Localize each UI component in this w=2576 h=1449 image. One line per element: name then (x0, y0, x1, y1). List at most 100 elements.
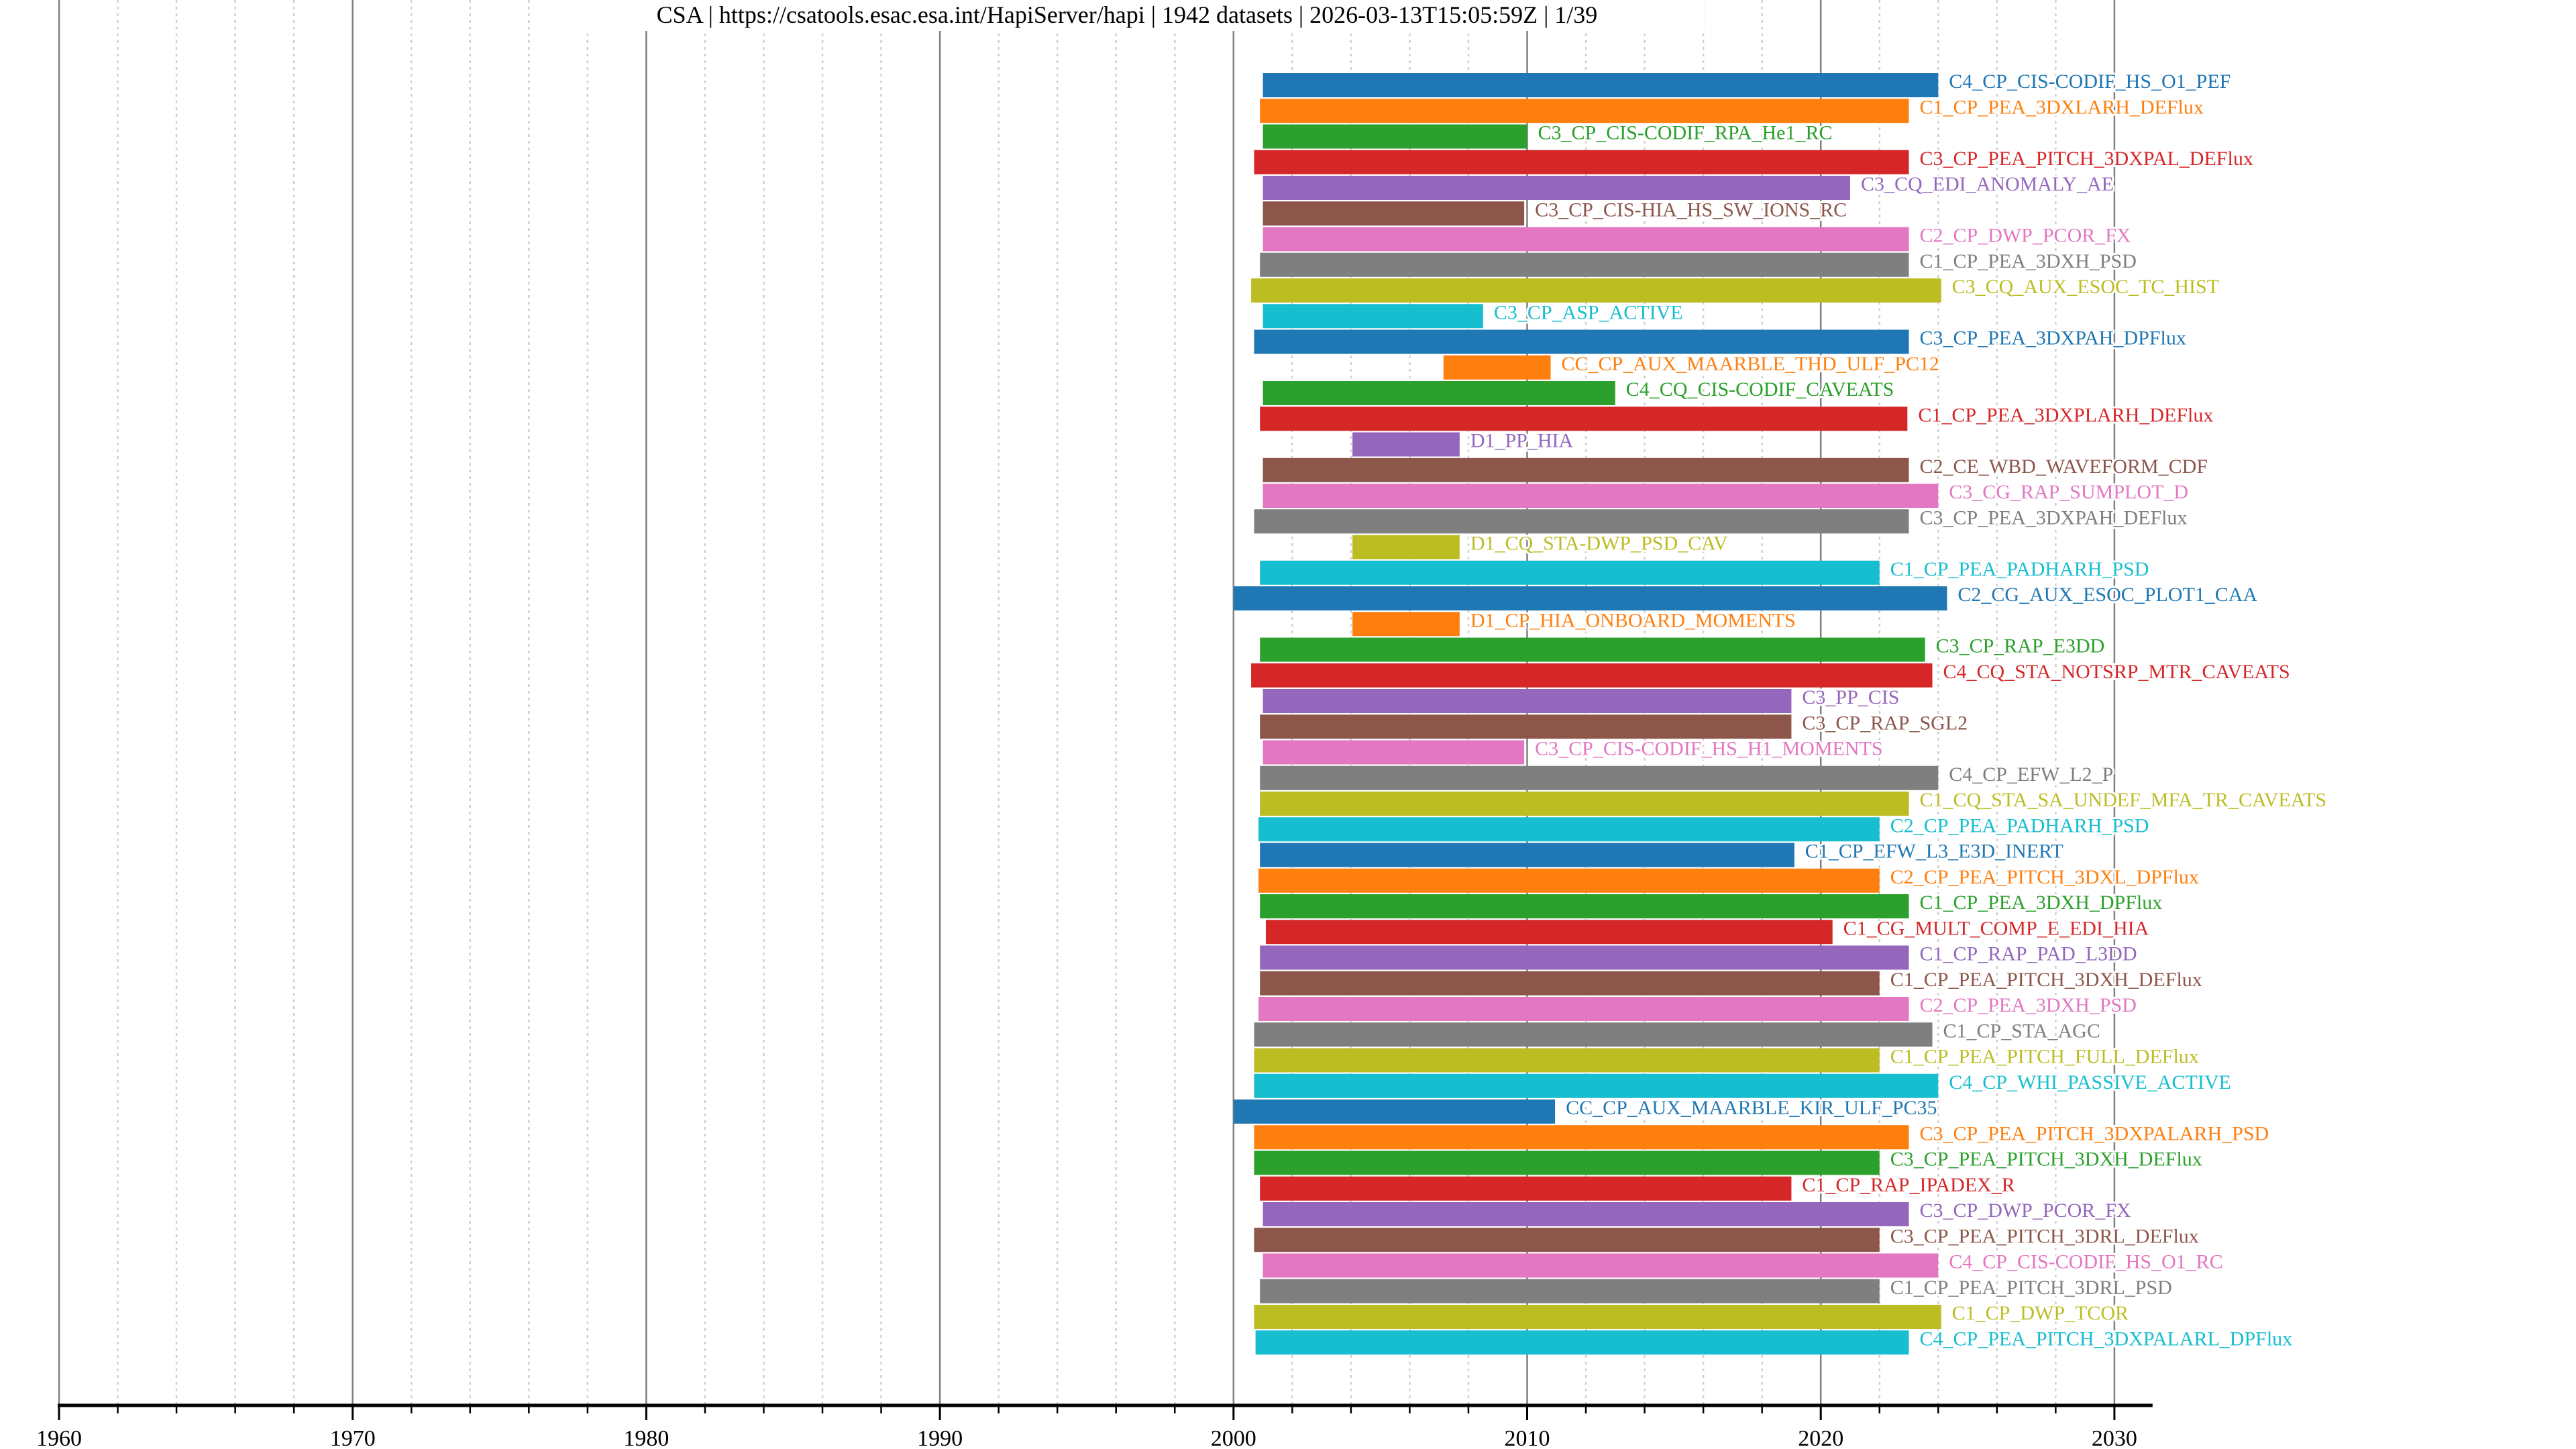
dataset-bar (1352, 535, 1460, 559)
dataset-bar (1260, 945, 1909, 970)
dataset-label: C3_CP_CIS-CODIF_RPA_He1_RC (1538, 122, 1833, 144)
dataset-label: C3_CP_RAP_SGL2 (1802, 712, 1968, 734)
dataset-bar (1352, 612, 1460, 637)
dataset-bar (1260, 765, 1939, 790)
dataset-bar (1254, 1228, 1880, 1252)
dataset-bar (1254, 1048, 1880, 1073)
dataset-label: C2_CP_PEA_PADHARH_PSD (1890, 814, 2149, 837)
dataset-label: C1_CP_PEA_3DXPLARH_DEFlux (1918, 404, 2213, 426)
dataset-label: C1_CP_PEA_3DXH_DPFlux (1920, 892, 2163, 914)
dataset-bar (1263, 740, 1525, 765)
dataset-bar (1233, 1099, 1556, 1124)
dataset-label: C3_CP_CIS-CODIF_HS_H1_MOMENTS (1535, 738, 1882, 760)
dataset-bar (1263, 458, 1909, 482)
dataset-bar (1352, 432, 1460, 457)
dataset-bar (1260, 843, 1794, 867)
dataset-bar (1254, 1022, 1933, 1047)
dataset-bar (1258, 817, 1880, 842)
dataset-label: D1_CQ_STA-DWP_PSD_CAV (1470, 533, 1728, 555)
dataset-bar (1263, 73, 1939, 97)
dataset-bar (1263, 176, 1850, 200)
dataset-bar (1263, 484, 1939, 508)
dataset-bar (1254, 1305, 1941, 1329)
dataset-label: C1_CP_PEA_3DXLARH_DEFlux (1920, 96, 2204, 118)
dataset-label: C2_CP_DWP_PCOR_FX (1920, 225, 2131, 247)
dataset-bar (1443, 355, 1551, 380)
dataset-bar (1258, 997, 1909, 1021)
dataset-bar (1255, 1330, 1909, 1355)
dataset-label: C1_CG_MULT_COMP_E_EDI_HIA (1843, 917, 2149, 939)
x-axis: 1960 1970 1980 1990 2000 2010 2020 2030 (36, 1403, 2153, 1449)
dataset-label: CC_CP_AUX_MAARBLE_KIR_ULF_PC35 (1566, 1097, 1937, 1119)
dataset-label: C3_PP_CIS (1802, 686, 1899, 708)
dataset-bars (1233, 73, 1947, 1355)
dataset-bar (1260, 1176, 1792, 1201)
dataset-bar (1254, 329, 1909, 354)
dataset-label: C2_CP_PEA_3DXH_PSD (1920, 994, 2137, 1016)
x-tick-label: 2010 (1505, 1426, 1550, 1449)
dataset-label: C4_CQ_STA_NOTSRP_MTR_CAVEATS (1943, 661, 2290, 683)
dataset-label: C3_CP_PEA_PITCH_3DXPALARH_PSD (1920, 1122, 2269, 1144)
dataset-label: C3_CP_PEA_PITCH_3DXH_DEFlux (1890, 1148, 2202, 1171)
dataset-bar (1260, 407, 1908, 431)
dataset-bar (1254, 1073, 1939, 1098)
dataset-bar (1263, 304, 1483, 329)
dataset-label: C3_CP_PEA_PITCH_3DXPAL_DEFlux (1920, 148, 2253, 170)
dataset-label: C3_CP_PEA_PITCH_3DRL_DEFlux (1890, 1225, 2199, 1247)
dataset-bar (1263, 124, 1527, 149)
dataset-bar (1254, 1125, 1909, 1150)
dataset-label: C1_CP_PEA_PADHARH_PSD (1890, 558, 2149, 580)
dataset-bar (1263, 227, 1909, 252)
dataset-bar (1260, 99, 1909, 123)
dataset-bar (1251, 663, 1933, 688)
title-background (550, 0, 1704, 31)
dataset-bar (1260, 971, 1880, 996)
dataset-bar (1260, 792, 1909, 816)
dataset-label: C3_CP_RAP_E3DD (1936, 635, 2105, 657)
dataset-label: C4_CP_EFW_L2_P (1949, 763, 2113, 786)
dataset-bar (1263, 381, 1615, 405)
dataset-bar (1260, 637, 1925, 662)
x-tick-label: 2020 (1798, 1426, 1843, 1449)
dataset-bar (1263, 1253, 1939, 1278)
dataset-bar (1263, 201, 1525, 226)
dataset-bar (1260, 252, 1909, 277)
dataset-label: C4_CP_PEA_PITCH_3DXPALARL_DPFlux (1920, 1328, 2293, 1350)
dataset-bar (1265, 920, 1833, 945)
dataset-label: C3_CP_ASP_ACTIVE (1494, 301, 1683, 323)
dataset-bar (1258, 868, 1880, 893)
dataset-bar (1260, 714, 1792, 739)
dataset-label: C2_CE_WBD_WAVEFORM_CDF (1920, 455, 2208, 478)
dataset-label: C3_CG_RAP_SUMPLOT_D (1949, 481, 2188, 503)
dataset-label: C1_CP_PEA_PITCH_3DXH_DEFlux (1890, 969, 2202, 991)
dataset-label: C3_CP_PEA_3DXPAH_DEFlux (1920, 506, 2188, 529)
dataset-label: C2_CG_AUX_ESOC_PLOT1_CAA (1957, 584, 2257, 606)
dataset-label: C4_CP_CIS-CODIF_HS_O1_RC (1949, 1251, 2222, 1273)
x-tick-label: 1960 (36, 1426, 82, 1449)
chart-title: CSA | https://csatools.esac.esa.int/Hapi… (657, 1, 1598, 28)
dataset-bar (1233, 586, 1947, 610)
dataset-bar (1260, 560, 1880, 585)
dataset-bar (1254, 1150, 1880, 1175)
dataset-label: C3_CP_CIS-HIA_HS_SW_IONS_RC (1535, 199, 1847, 221)
dataset-bar (1254, 150, 1909, 174)
dataset-label: C3_CP_DWP_PCOR_FX (1920, 1199, 2131, 1222)
x-tick-label: 1980 (623, 1426, 669, 1449)
dataset-label: C3_CQ_EDI_ANOMALY_AE (1861, 173, 2114, 195)
dataset-labels: C4_CP_CIS-CODIF_HS_O1_PEF C1_CP_PEA_3DXLA… (1468, 68, 2328, 1352)
dataset-label: D1_PP_HIA (1470, 430, 1574, 452)
dataset-bar (1260, 1279, 1880, 1303)
dataset-bar (1263, 689, 1792, 713)
dataset-bar (1254, 509, 1909, 534)
x-tick-label: 1990 (917, 1426, 963, 1449)
dataset-bar (1263, 1202, 1909, 1226)
dataset-label: C1_CP_RAP_PAD_L3DD (1920, 943, 2137, 965)
dataset-label: C3_CQ_AUX_ESOC_TC_HIST (1952, 276, 2219, 298)
dataset-bar (1260, 894, 1909, 918)
dataset-label: C2_CP_PEA_PITCH_3DXL_DPFlux (1890, 866, 2199, 888)
x-tick-label: 2000 (1211, 1426, 1256, 1449)
x-tick-label: 2030 (2092, 1426, 2137, 1449)
dataset-label: D1_CP_HIA_ONBOARD_MOMENTS (1470, 609, 1796, 631)
dataset-label: C1_CP_PEA_3DXH_PSD (1920, 250, 2137, 272)
dataset-label: C4_CQ_CIS-CODIF_CAVEATS (1626, 378, 1894, 400)
